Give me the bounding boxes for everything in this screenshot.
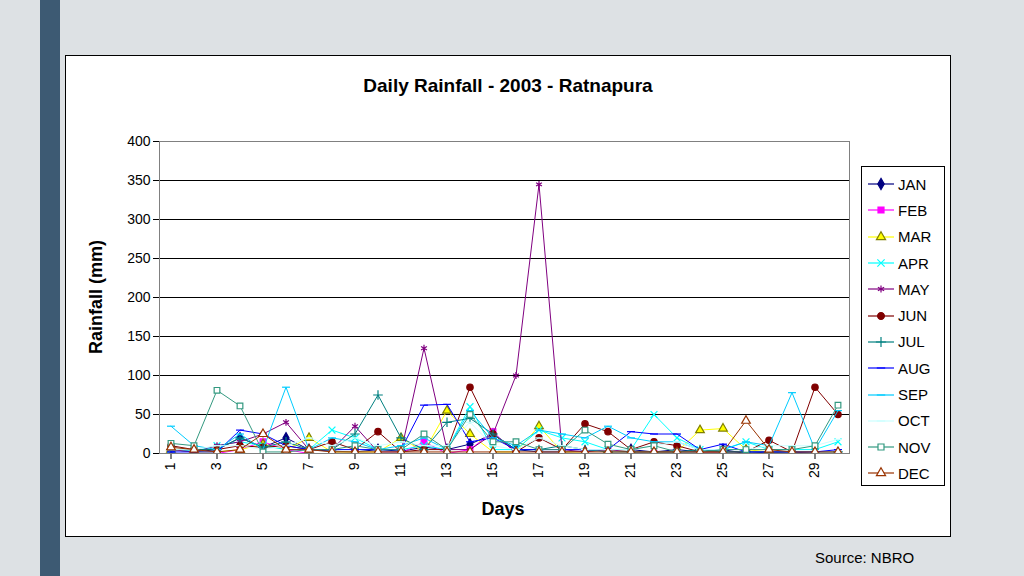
svg-text:5: 5: [254, 462, 270, 470]
svg-text:29: 29: [806, 462, 822, 478]
svg-text:100: 100: [127, 367, 151, 383]
svg-text:250: 250: [127, 250, 151, 266]
svg-text:400: 400: [127, 133, 151, 149]
html-text:FEB: FEB: [898, 201, 928, 219]
svg-text:23: 23: [668, 462, 684, 478]
svg-text:3: 3: [208, 462, 224, 470]
html-text:JUL: JUL: [898, 333, 925, 351]
html-text:SEP: SEP: [898, 386, 928, 403]
html-text:Rainfall (mm): Rainfall (mm): [85, 240, 106, 354]
html-text:MAY: MAY: [898, 280, 930, 298]
svg-text:27: 27: [760, 462, 776, 478]
svg-text:25: 25: [714, 462, 730, 478]
svg-text:15: 15: [484, 462, 500, 478]
html-text:JUN: JUN: [898, 307, 928, 325]
html-text:Days: Days: [481, 498, 525, 519]
svg-text:17: 17: [530, 462, 546, 478]
svg-text:300: 300: [127, 211, 151, 227]
svg-text:7: 7: [300, 462, 316, 470]
svg-text:11: 11: [392, 462, 408, 477]
html-text:OCT: OCT: [898, 412, 930, 430]
html-text:Daily Rainfall - 2003 - Ratnap: Daily Rainfall - 2003 - Ratnapura: [363, 75, 653, 96]
svg-text:350: 350: [127, 172, 151, 188]
svg-text:19: 19: [576, 462, 592, 478]
svg-text:1: 1: [162, 462, 178, 470]
svg-text:0: 0: [143, 445, 151, 461]
svg-text:21: 21: [622, 462, 638, 478]
html-text:AUG: AUG: [898, 359, 931, 377]
html-text:APR: APR: [898, 254, 929, 272]
svg-text:9: 9: [346, 462, 362, 470]
html-text:DEC: DEC: [898, 464, 930, 482]
html-text:NOV: NOV: [898, 438, 931, 456]
svg-text:150: 150: [127, 328, 151, 344]
html-text:Source: NBRO: Source: NBRO: [815, 549, 915, 566]
svg-text:50: 50: [135, 406, 151, 422]
html-text:MAR: MAR: [898, 228, 932, 246]
html-text:JAN: JAN: [898, 175, 927, 193]
svg-text:13: 13: [438, 462, 454, 478]
svg-text:200: 200: [127, 289, 151, 305]
